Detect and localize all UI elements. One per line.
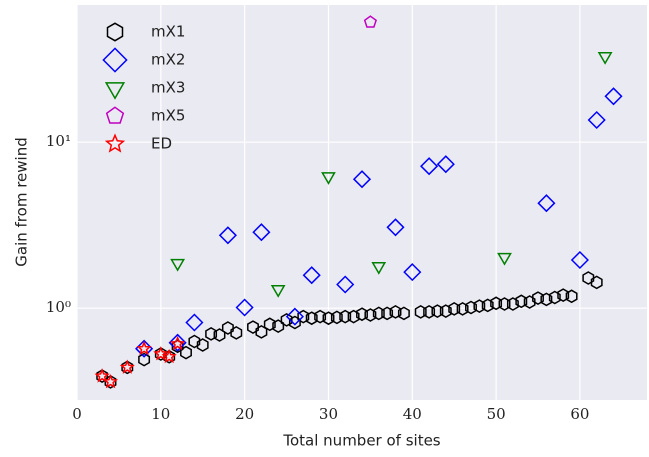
x-tick-label: 40 xyxy=(403,405,422,423)
point xyxy=(280,313,293,327)
point xyxy=(456,302,469,316)
point xyxy=(305,311,318,326)
point xyxy=(154,347,167,361)
point xyxy=(96,369,109,383)
point xyxy=(431,304,444,318)
point xyxy=(185,313,204,332)
legend-label: mX2 xyxy=(151,51,185,69)
point xyxy=(230,326,243,340)
point xyxy=(135,339,154,358)
point xyxy=(386,218,405,237)
point xyxy=(161,348,177,364)
point xyxy=(270,285,286,298)
legend-marker xyxy=(104,82,126,100)
point xyxy=(523,295,536,309)
point xyxy=(218,226,237,245)
point xyxy=(381,306,394,321)
point xyxy=(414,305,427,319)
point xyxy=(397,306,410,321)
point xyxy=(347,309,360,324)
point xyxy=(221,321,234,335)
point xyxy=(285,307,304,326)
point xyxy=(196,338,209,352)
point xyxy=(364,308,377,322)
point xyxy=(423,305,436,319)
x-tick-label: 30 xyxy=(319,405,338,423)
point xyxy=(371,261,387,275)
plot-area xyxy=(77,5,647,400)
legend-marker xyxy=(104,133,126,153)
point xyxy=(272,319,285,333)
point xyxy=(537,194,556,213)
point xyxy=(252,223,271,242)
point xyxy=(439,304,452,318)
point xyxy=(102,373,119,389)
x-axis-label: Total number of sites xyxy=(282,432,440,450)
point xyxy=(119,359,135,374)
point xyxy=(565,289,578,304)
point xyxy=(498,297,511,311)
point xyxy=(363,15,377,28)
point xyxy=(448,302,461,316)
point xyxy=(321,172,336,185)
legend-marker xyxy=(102,47,128,73)
y-tick-label: 10⁰ xyxy=(46,298,71,316)
point xyxy=(597,52,613,65)
x-tick-label: 0 xyxy=(72,405,82,423)
point xyxy=(188,334,201,349)
point xyxy=(170,258,186,272)
point xyxy=(604,87,623,106)
legend-label: ED xyxy=(151,135,172,153)
legend-marker xyxy=(105,106,125,124)
point xyxy=(136,340,152,356)
point xyxy=(336,275,355,294)
point xyxy=(180,345,192,360)
point xyxy=(436,155,455,174)
point xyxy=(465,300,477,315)
point xyxy=(570,250,589,270)
point xyxy=(138,352,151,367)
point xyxy=(481,298,494,313)
point xyxy=(403,263,422,282)
point xyxy=(339,309,352,324)
y-tick-label: 10¹ xyxy=(46,132,71,150)
point xyxy=(168,333,187,352)
point xyxy=(322,311,335,326)
point xyxy=(121,360,134,375)
point xyxy=(587,110,606,130)
point xyxy=(235,298,254,317)
point xyxy=(548,290,561,305)
x-tick-label: 50 xyxy=(487,405,506,423)
point xyxy=(302,266,321,285)
point xyxy=(590,275,603,290)
point xyxy=(473,299,486,313)
point xyxy=(330,310,343,325)
y-axis-label: Gain from rewind xyxy=(13,137,31,266)
point xyxy=(420,157,439,176)
legend-label: mX5 xyxy=(151,107,185,125)
point xyxy=(372,306,385,321)
x-tick-label: 20 xyxy=(235,405,254,423)
point xyxy=(582,271,595,285)
point xyxy=(94,368,110,383)
point xyxy=(153,346,169,361)
x-tick-label: 10 xyxy=(151,405,170,423)
point xyxy=(352,170,372,189)
point xyxy=(170,335,186,351)
point xyxy=(540,292,553,307)
x-tick-label: 60 xyxy=(570,405,589,423)
legend-label: mX3 xyxy=(151,79,185,97)
legend-marker xyxy=(106,22,124,42)
point xyxy=(506,297,519,311)
point xyxy=(247,320,259,334)
legend-label: mX1 xyxy=(151,23,185,41)
point xyxy=(497,252,512,266)
